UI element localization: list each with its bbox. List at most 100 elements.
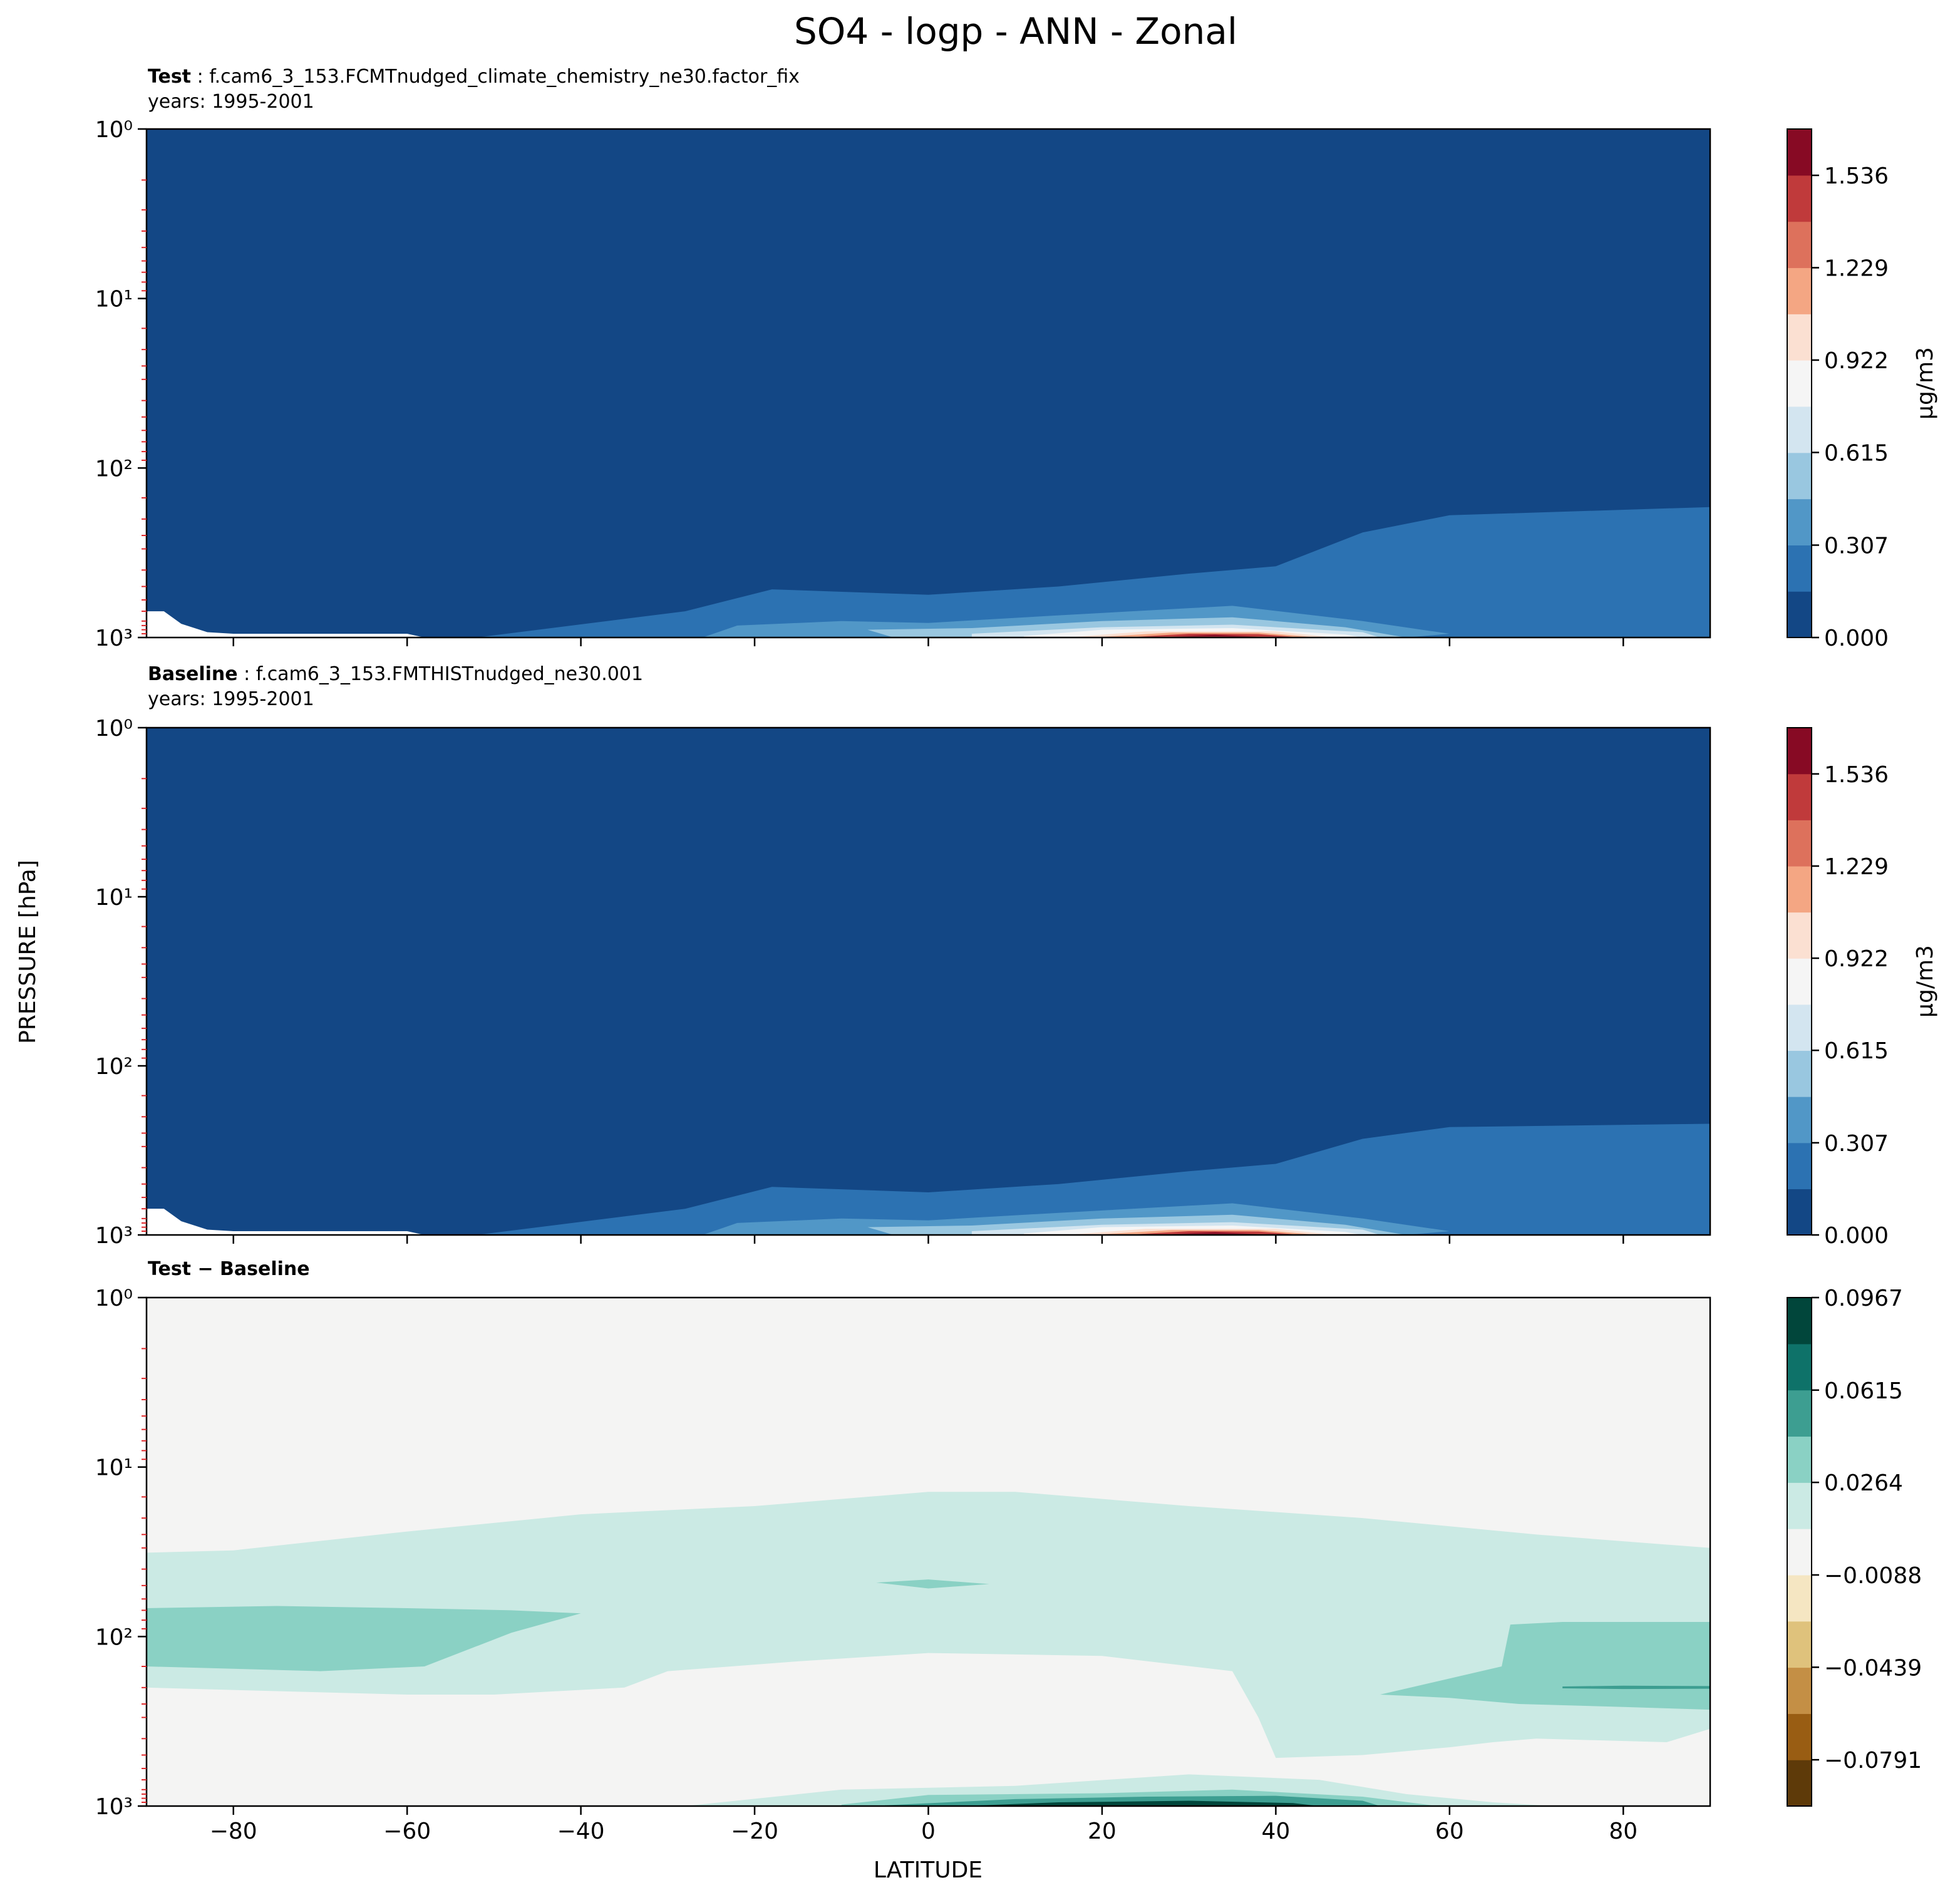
- x-tick-label: −80: [210, 1819, 257, 1844]
- y-tick-label: 10²: [95, 456, 133, 482]
- colorbar-tick-label: −0.0439: [1824, 1655, 1922, 1681]
- y-tick-label: 10³: [95, 1223, 133, 1249]
- colorbar-tick-label: 0.922: [1824, 348, 1889, 374]
- colorbar-segment: [1787, 1142, 1812, 1189]
- panel-title-case: : f.cam6_3_153.FMTHISTnudged_ne30.001: [238, 663, 643, 685]
- colorbar-tick-label: 0.000: [1824, 1223, 1889, 1249]
- colorbar-frame: [1787, 727, 1812, 1236]
- y-tick-label: 10⁰: [95, 117, 133, 143]
- colorbar-segment: [1787, 820, 1812, 867]
- y-tick-label: 10²: [95, 1054, 133, 1080]
- y-axis-label: PRESSURE [hPa]: [15, 860, 41, 1044]
- colorbar-tick-label: −0.0791: [1824, 1748, 1922, 1774]
- y-tick-label: 10⁰: [95, 716, 133, 741]
- colorbar-tick-label: 0.0967: [1824, 1286, 1903, 1311]
- panel-years: years: 1995-2001: [148, 688, 314, 710]
- panel-title-bold: Test: [148, 66, 191, 88]
- colorbar-segment: [1787, 498, 1812, 545]
- colorbar-segment: [1787, 1189, 1812, 1236]
- colorbar-tick-label: 0.922: [1824, 946, 1889, 972]
- y-tick-label: 10¹: [95, 885, 133, 911]
- colorbar-tick-label: 0.615: [1824, 441, 1889, 467]
- x-tick-label: 20: [1088, 1819, 1117, 1844]
- colorbar-segment: [1787, 406, 1812, 453]
- colorbar-segment: [1787, 1390, 1812, 1437]
- panel-title-bold: Baseline: [148, 663, 238, 685]
- colorbar-label: μg/m3: [1912, 945, 1938, 1018]
- x-tick-label: 80: [1609, 1819, 1638, 1844]
- panel-title: Test : f.cam6_3_153.FCMTnudged_climate_c…: [148, 66, 800, 88]
- colorbar-tick-label: 0.615: [1824, 1038, 1889, 1064]
- colorbar-segment: [1787, 958, 1812, 1005]
- contour-region-2: [876, 1579, 989, 1589]
- y-tick-label: 10¹: [95, 1455, 133, 1481]
- y-tick-label: 10²: [95, 1624, 133, 1650]
- colorbar-segment: [1787, 314, 1812, 361]
- colorbar-tick-label: 0.0615: [1824, 1378, 1903, 1404]
- panel-title-case: : f.cam6_3_153.FCMTnudged_climate_chemis…: [191, 66, 800, 88]
- contour-regions: [147, 507, 1710, 638]
- x-tick-label: 40: [1261, 1819, 1290, 1844]
- y-tick-label: 10³: [95, 1794, 133, 1820]
- colorbar-segment: [1787, 1482, 1812, 1529]
- colorbar-frame: [1787, 1297, 1812, 1807]
- y-tick-label: 10⁰: [95, 1286, 133, 1311]
- contour-region-0: [477, 507, 1710, 638]
- colorbar-segment: [1787, 1436, 1812, 1483]
- missing-data-region: [147, 1209, 425, 1235]
- colorbar-tick-label: 0.307: [1824, 1131, 1889, 1157]
- colorbar-frame: [1787, 128, 1812, 638]
- contour-region-8: [1171, 634, 1259, 637]
- x-tick-label: 0: [921, 1819, 936, 1844]
- colorbar-segment: [1787, 1050, 1812, 1097]
- colorbar-tick-label: −0.0088: [1824, 1563, 1922, 1589]
- colorbar-segment: [1787, 1097, 1812, 1144]
- contour-regions: [147, 1492, 1710, 1806]
- colorbar-segment: [1787, 1529, 1812, 1576]
- figure-suptitle: SO4 - logp - ANN - Zonal: [794, 10, 1237, 53]
- y-tick-label: 10³: [95, 626, 133, 651]
- colorbar-segment: [1787, 221, 1812, 269]
- colorbar-segment: [1787, 1004, 1812, 1051]
- panel-title-bold: Test − Baseline: [148, 1258, 310, 1280]
- colorbar-segment: [1787, 1667, 1812, 1714]
- colorbar-segment: [1787, 912, 1812, 959]
- panel-difference: 10⁰ 10¹ 10² 10³ −80 −60 −40 −20 0 20 40 60 80 Test − …: [95, 1258, 1922, 1844]
- contour-region-0: [477, 1123, 1710, 1235]
- colorbar-tick-label: 1.536: [1824, 762, 1889, 788]
- colorbar-tick-label: 1.229: [1824, 854, 1889, 880]
- colorbar-segment: [1787, 129, 1812, 176]
- panel-years: years: 1995-2001: [148, 91, 314, 113]
- colorbar-tick-label: 1.536: [1824, 163, 1889, 189]
- colorbar-segment: [1787, 1298, 1812, 1345]
- colorbar-segment: [1787, 452, 1812, 500]
- panel-title: Test − Baseline: [148, 1258, 310, 1280]
- contour-region-8: [971, 1800, 1319, 1806]
- colorbar-tick-label: 1.229: [1824, 256, 1889, 281]
- contour-region-4: [1562, 1685, 1710, 1690]
- colorbar-segment: [1787, 728, 1812, 775]
- panel-title: Baseline : f.cam6_3_153.FMTHISTnudged_ne…: [148, 663, 643, 685]
- colorbar-segment: [1787, 545, 1812, 592]
- colorbar-segment: [1787, 1713, 1812, 1760]
- panel-test: 10⁰ 10¹ 10² 10³ Test : f.cam6_3_153.FCMTnudg…: [95, 66, 1938, 651]
- colorbar-segment: [1787, 773, 1812, 820]
- colorbar-segment: [1787, 1574, 1812, 1622]
- colorbar-segment: [1787, 865, 1812, 913]
- x-axis-label: LATITUDE: [874, 1857, 983, 1883]
- colorbar-label: μg/m3: [1912, 347, 1938, 420]
- contour-region-0: [147, 1492, 1710, 1758]
- panels: 10⁰ 10¹ 10² 10³ Test : f.cam6_3_153.FCMTnudg…: [95, 66, 1938, 1844]
- colorbar-tick-label: 0.307: [1824, 533, 1889, 559]
- colorbar-segment: [1787, 1343, 1812, 1391]
- panel-baseline: 10⁰ 10¹ 10² 10³ Baseline : f.cam6_3_153.FMTH…: [95, 663, 1938, 1249]
- missing-data-region: [147, 611, 425, 638]
- colorbar-segment: [1787, 360, 1812, 407]
- x-tick-label: −40: [557, 1819, 605, 1844]
- colorbar-segment: [1787, 1621, 1812, 1668]
- contour-region-8: [1171, 1232, 1259, 1234]
- colorbar-tick-label: 0.0264: [1824, 1470, 1903, 1496]
- x-tick-label: 60: [1435, 1819, 1464, 1844]
- y-tick-label: 10¹: [95, 287, 133, 312]
